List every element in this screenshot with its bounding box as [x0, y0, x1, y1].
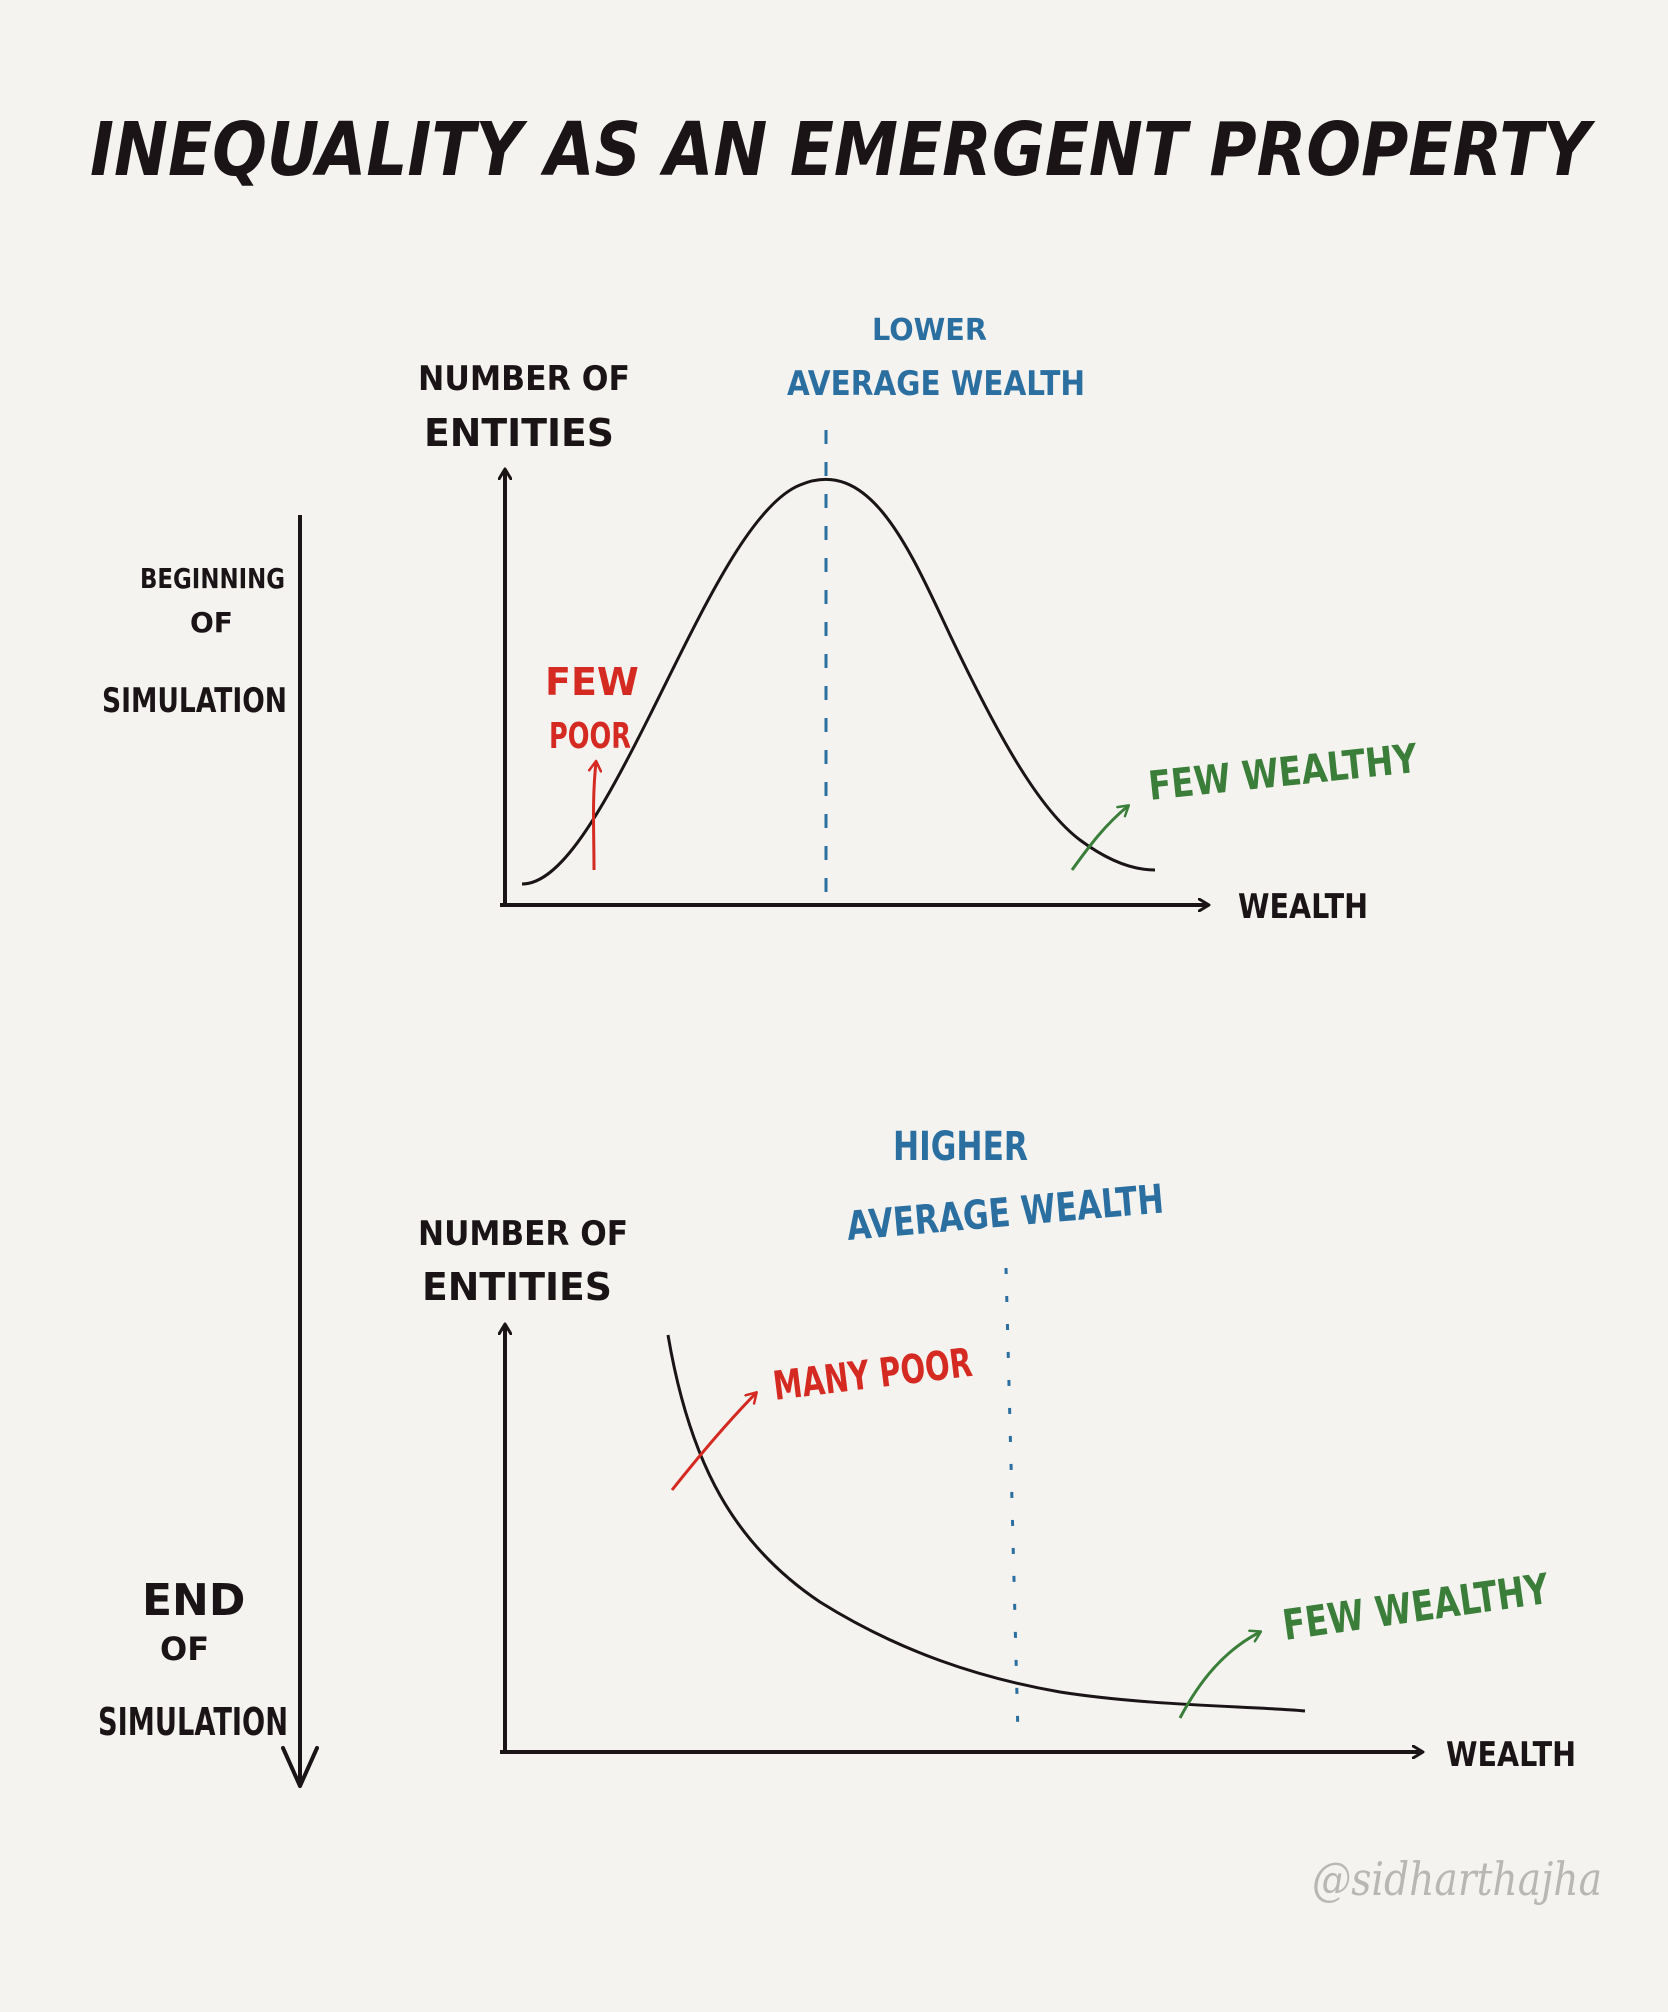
bottom-poor-label: MANY POOR	[771, 1340, 975, 1410]
top-poor-arrow	[594, 762, 597, 871]
top-rich-arrow	[1070, 806, 1128, 871]
top-poor-label-line-2: POOR	[549, 716, 631, 757]
signature: @sidharthajha	[1312, 1852, 1602, 1906]
bottom-poor-arrow	[670, 1393, 756, 1491]
top-mean-label-line-1: LOWER	[872, 313, 987, 348]
timeline-end-line-2: OF	[160, 1630, 209, 1668]
bottom-rich-arrow	[1178, 1632, 1260, 1719]
bottom-chart: NUMBER OF ENTITIES WEALTH HIGHER AVERAGE…	[418, 1124, 1576, 1775]
bottom-distribution-curve	[666, 1334, 1306, 1713]
bottom-mean-label-line-2: AVERAGE WEALTH	[845, 1176, 1166, 1250]
timeline-arrowhead	[281, 1746, 319, 1788]
bottom-mean-line	[1004, 1267, 1020, 1736]
timeline-start-line-2: OF	[190, 606, 233, 639]
timeline: BEGINNING OF SIMULATION END OF SIMULATIO…	[98, 515, 319, 1788]
bottom-rich-label: FEW WEALTHY	[1280, 1564, 1553, 1650]
bottom-y-label-line-1: NUMBER OF	[418, 1214, 628, 1254]
bottom-y-label-line-2: ENTITIES	[422, 1265, 612, 1309]
top-y-label-line-2: ENTITIES	[424, 411, 614, 455]
top-mean-label-line-2: AVERAGE WEALTH	[787, 364, 1085, 404]
top-distribution-curve	[521, 477, 1156, 886]
top-rich-label: FEW WEALTHY	[1146, 736, 1420, 810]
bottom-x-label: WEALTH	[1446, 1735, 1576, 1775]
top-x-label: WEALTH	[1238, 887, 1368, 927]
timeline-end-line-1: END	[142, 1575, 245, 1626]
timeline-start-line-1: BEGINNING	[140, 562, 285, 595]
top-chart: NUMBER OF ENTITIES WEALTH LOWER AVERAGE …	[418, 313, 1420, 927]
timeline-end-line-3: SIMULATION	[98, 1700, 288, 1744]
top-poor-label-line-1: FEW	[545, 660, 639, 704]
timeline-start-line-3: SIMULATION	[102, 681, 287, 721]
top-y-label-line-1: NUMBER OF	[418, 359, 630, 399]
bottom-mean-label-line-1: HIGHER	[893, 1124, 1028, 1170]
page-title: INEQUALITY AS AN EMERGENT PROPERTY	[90, 107, 1596, 193]
